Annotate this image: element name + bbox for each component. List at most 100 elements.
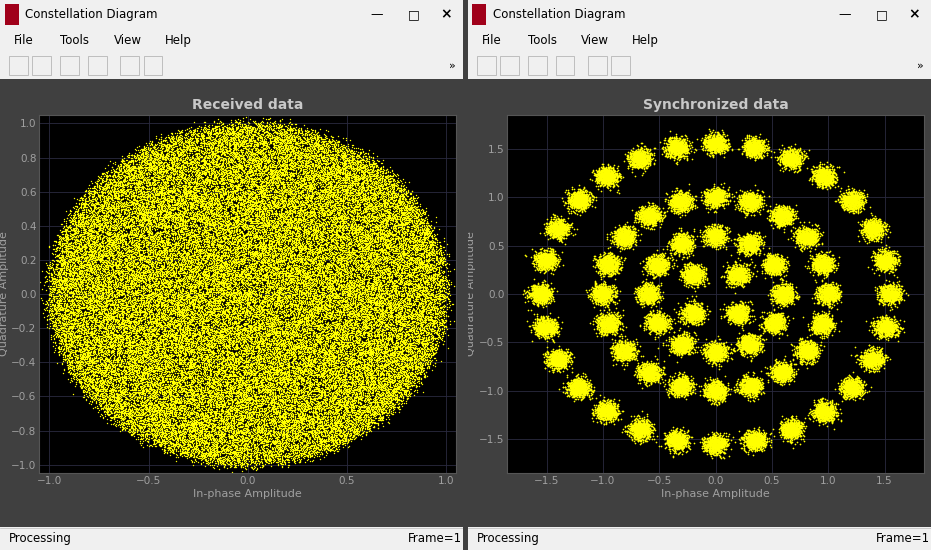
Point xyxy=(104,277,119,285)
Point xyxy=(352,273,367,282)
Point xyxy=(286,169,301,178)
Point xyxy=(737,389,752,398)
Point xyxy=(234,384,249,393)
Point xyxy=(425,244,440,252)
Point xyxy=(237,293,252,302)
Point xyxy=(176,198,191,207)
Point xyxy=(782,428,797,437)
Point xyxy=(359,373,374,382)
Point xyxy=(187,147,202,156)
Point xyxy=(368,236,383,245)
Point xyxy=(747,331,762,339)
Point xyxy=(255,376,270,384)
Point xyxy=(288,200,303,208)
Point xyxy=(830,196,845,205)
Point xyxy=(722,315,737,323)
Point xyxy=(308,188,323,196)
Point xyxy=(533,292,547,300)
Point xyxy=(739,336,754,345)
Point xyxy=(713,145,728,153)
Point xyxy=(143,232,158,240)
Point xyxy=(147,180,162,189)
Point xyxy=(269,442,284,450)
Point xyxy=(238,307,253,316)
Point xyxy=(768,261,783,270)
Point xyxy=(329,424,344,432)
Point xyxy=(780,267,795,276)
Point xyxy=(125,159,140,168)
Point xyxy=(416,333,431,342)
Point xyxy=(404,353,419,361)
Point xyxy=(769,281,784,290)
Point xyxy=(753,191,768,200)
Point xyxy=(271,201,286,210)
Point xyxy=(303,261,317,270)
Point xyxy=(272,189,287,197)
Point xyxy=(209,129,224,138)
Point xyxy=(880,295,895,304)
Point xyxy=(742,386,757,394)
Point xyxy=(327,137,342,146)
Point xyxy=(277,301,291,310)
Point xyxy=(754,435,769,444)
Point xyxy=(256,411,271,420)
Point xyxy=(142,219,156,228)
Point xyxy=(170,434,185,443)
Point xyxy=(297,125,312,134)
Point xyxy=(732,271,747,279)
Point xyxy=(288,191,303,200)
Point xyxy=(363,314,378,323)
Point xyxy=(550,213,565,222)
Point xyxy=(630,148,645,157)
Point xyxy=(111,379,126,388)
Point xyxy=(731,263,746,272)
Point xyxy=(291,318,306,327)
Point xyxy=(423,262,438,271)
Point xyxy=(114,288,128,297)
Point xyxy=(617,236,632,245)
Point xyxy=(203,135,218,144)
Point xyxy=(133,410,148,419)
Point xyxy=(600,173,615,182)
Point xyxy=(749,385,763,394)
Point xyxy=(248,226,263,235)
Point xyxy=(595,258,610,267)
Point xyxy=(408,193,423,202)
Point xyxy=(366,188,381,196)
Point xyxy=(101,346,116,355)
Point xyxy=(353,426,368,434)
Point xyxy=(145,432,160,441)
Point xyxy=(97,378,112,387)
Point xyxy=(265,178,280,186)
Point xyxy=(263,395,278,404)
Point xyxy=(232,160,247,168)
Point xyxy=(115,406,129,415)
Point xyxy=(246,276,261,285)
Point xyxy=(662,445,677,454)
Point xyxy=(311,215,326,224)
Point xyxy=(536,287,551,296)
Point xyxy=(781,425,796,433)
Point xyxy=(717,443,732,452)
Point xyxy=(654,255,669,263)
Point xyxy=(397,192,412,201)
Point xyxy=(107,353,122,362)
Point xyxy=(644,213,659,222)
Point xyxy=(388,360,403,369)
Point xyxy=(180,221,195,229)
Point xyxy=(203,135,218,144)
Point xyxy=(171,279,186,288)
Point xyxy=(157,184,172,192)
Point xyxy=(825,289,840,298)
Point xyxy=(388,192,403,201)
Point xyxy=(334,152,349,161)
Point xyxy=(111,202,126,211)
Point xyxy=(613,351,627,360)
Point xyxy=(365,372,380,381)
Point xyxy=(290,177,304,186)
Point xyxy=(735,234,749,243)
Point xyxy=(364,389,379,398)
Point xyxy=(638,430,653,439)
Point xyxy=(209,217,224,226)
Point xyxy=(573,388,588,397)
